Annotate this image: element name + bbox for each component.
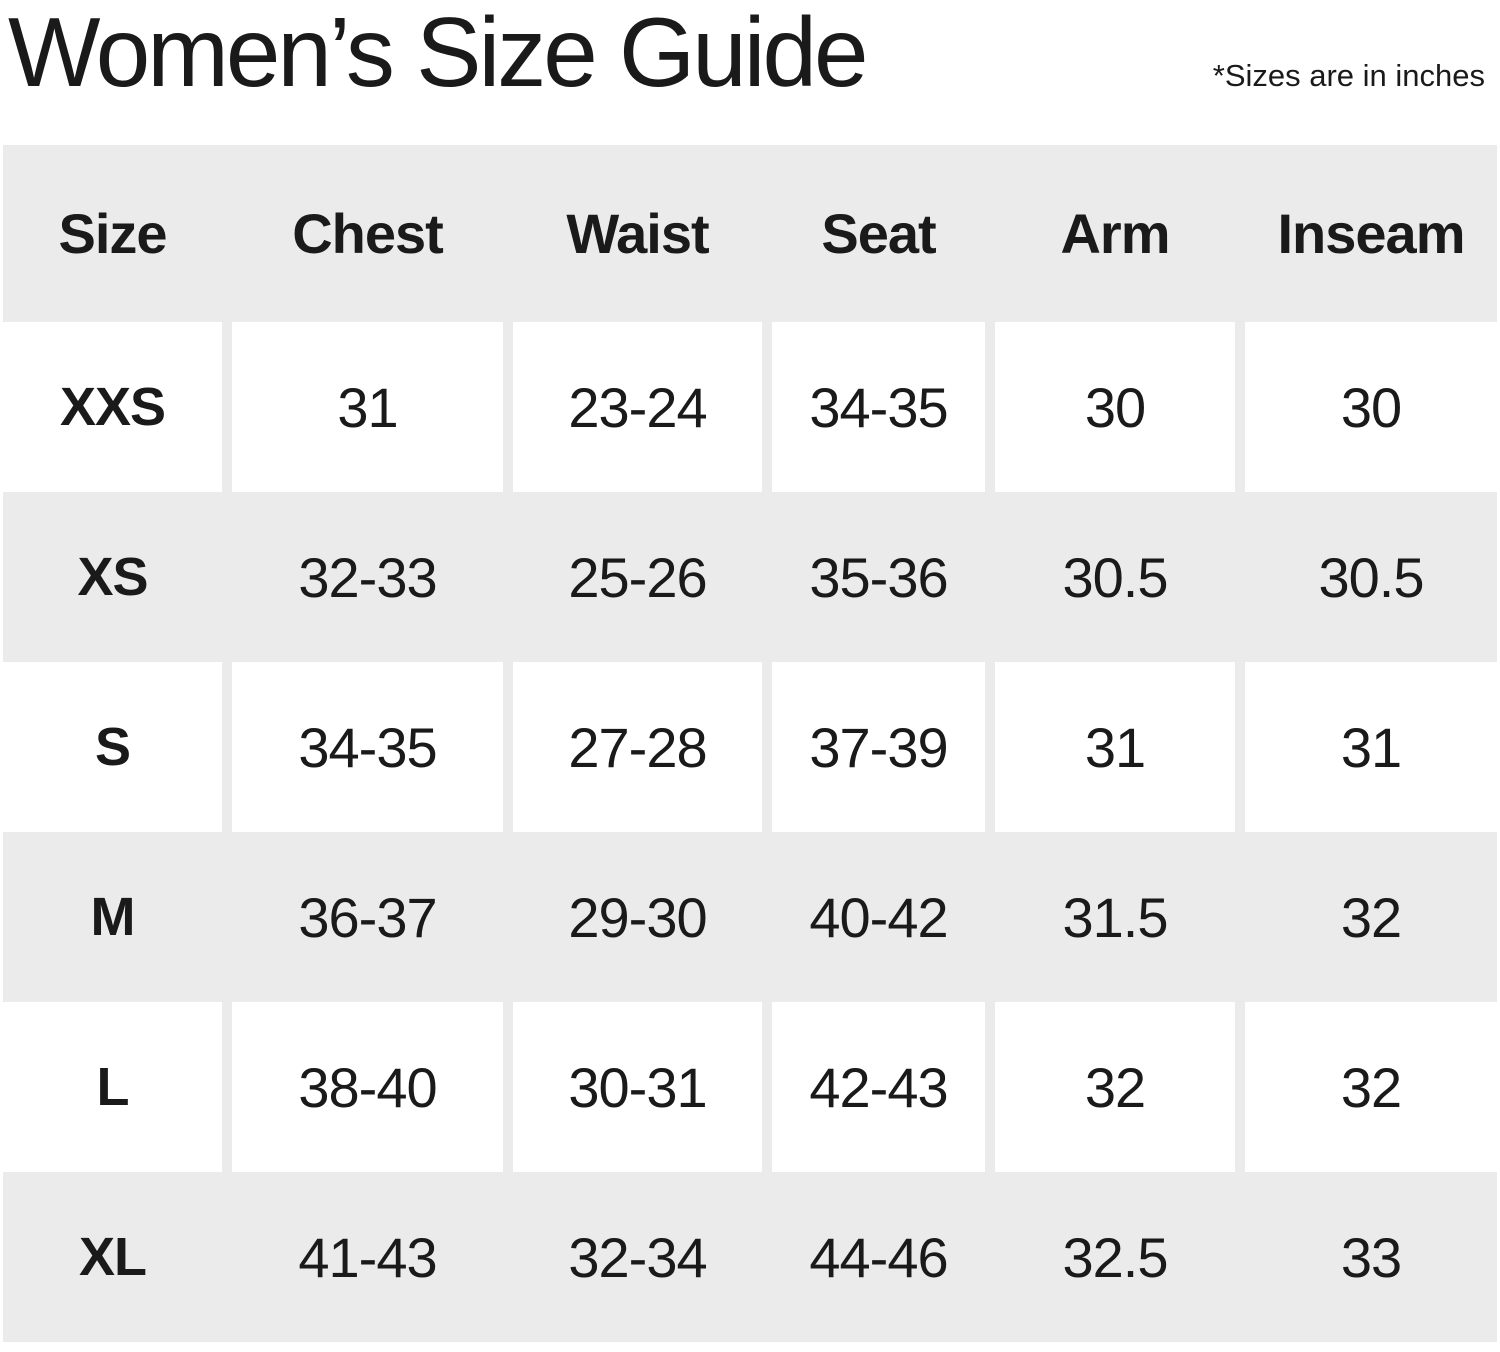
cell-m-chest: 36-37 — [298, 885, 437, 949]
cell-s-inseam: 31 — [1245, 662, 1497, 832]
cell-xl-waist: 32-34 — [568, 1225, 707, 1289]
cell-m-waist: 29-30 — [568, 885, 707, 949]
column-header-inseam: Inseam — [1277, 202, 1466, 265]
column-header-arm: Arm — [1060, 202, 1170, 265]
table-row-xs: XS 32-33 25-26 35-36 30.5 30.5 — [3, 492, 1497, 662]
units-note: *Sizes are in inches — [1212, 58, 1485, 93]
table-row-l: L 38-40 30-31 42-43 32 32 — [3, 1002, 1497, 1172]
cell-xl-seat: 44-46 — [809, 1225, 948, 1289]
cell-xl-arm: 32.5 — [1062, 1225, 1169, 1289]
cell-m-size: M — [90, 887, 136, 947]
cell-xs-inseam: 30.5 — [1318, 545, 1425, 609]
column-header-chest: Chest — [292, 202, 444, 265]
cell-xxs-size: XXS — [3, 322, 222, 492]
size-table: Size Chest Waist Seat Arm Inseam XXS 31 … — [3, 145, 1497, 1342]
table-row-m: M 36-37 29-30 40-42 31.5 32 — [3, 832, 1497, 1002]
cell-xxs-inseam: 30 — [1245, 322, 1497, 492]
cell-s-size: S — [3, 662, 222, 832]
column-header-seat: Seat — [821, 202, 936, 265]
table-row-xl: XL 41-43 32-34 44-46 32.5 33 — [3, 1172, 1497, 1342]
page-title: Women’s Size Guide — [8, 0, 868, 107]
header: Women’s Size Guide *Sizes are in inches — [0, 0, 1500, 145]
cell-m-arm: 31.5 — [1062, 885, 1169, 949]
cell-l-chest: 38-40 — [232, 1002, 503, 1172]
cell-l-waist: 30-31 — [513, 1002, 762, 1172]
cell-l-arm: 32 — [995, 1002, 1235, 1172]
cell-s-arm: 31 — [995, 662, 1235, 832]
cell-m-inseam: 32 — [1340, 885, 1402, 949]
cell-l-seat: 42-43 — [772, 1002, 985, 1172]
cell-s-waist: 27-28 — [513, 662, 762, 832]
cell-xs-size: XS — [77, 547, 148, 607]
cell-xs-chest: 32-33 — [298, 545, 437, 609]
cell-xl-chest: 41-43 — [298, 1225, 437, 1289]
table-row-s: S 34-35 27-28 37-39 31 31 — [3, 662, 1497, 832]
cell-l-inseam: 32 — [1245, 1002, 1497, 1172]
cell-xs-arm: 30.5 — [1062, 545, 1169, 609]
cell-xxs-arm: 30 — [995, 322, 1235, 492]
cell-xxs-seat: 34-35 — [772, 322, 985, 492]
cell-m-seat: 40-42 — [809, 885, 948, 949]
table-row-xxs: XXS 31 23-24 34-35 30 30 — [3, 322, 1497, 492]
cell-s-seat: 37-39 — [772, 662, 985, 832]
cell-s-chest: 34-35 — [232, 662, 503, 832]
cell-xxs-waist: 23-24 — [513, 322, 762, 492]
cell-xl-inseam: 33 — [1340, 1225, 1402, 1289]
cell-xxs-chest: 31 — [232, 322, 503, 492]
cell-l-size: L — [3, 1002, 222, 1172]
table-header-row: Size Chest Waist Seat Arm Inseam — [3, 145, 1497, 322]
column-header-size: Size — [58, 202, 167, 265]
column-header-waist: Waist — [566, 202, 709, 265]
cell-xl-size: XL — [78, 1227, 147, 1287]
cell-xs-seat: 35-36 — [809, 545, 948, 609]
cell-xs-waist: 25-26 — [568, 545, 707, 609]
